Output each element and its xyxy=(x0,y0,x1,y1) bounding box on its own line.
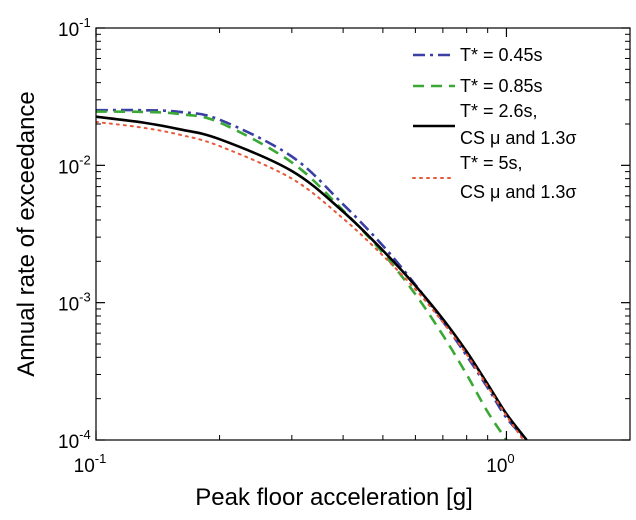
x-tick-label-2: 100 xyxy=(486,451,514,477)
y-tick-label-2: 10-2 xyxy=(58,152,91,178)
legend-label-1-line-1: T* = 0.45s xyxy=(460,45,543,65)
series-line-3 xyxy=(96,115,528,440)
series-layer xyxy=(96,108,528,440)
ticks-layer: 10-110-210-310-410-1 100 xyxy=(58,15,631,477)
legend-label-2-line-1: T* = 0.85s xyxy=(460,76,543,96)
y-tick-label-1: 10-1 xyxy=(58,15,91,41)
x-tick-label-1: 10-1 xyxy=(74,451,107,477)
legend-label-3-line-2: CS μ and 1.3σ xyxy=(460,128,577,148)
x-axis-title: Peak floor acceleration [g] xyxy=(195,484,473,511)
legend-label-3-line-1: T* = 2.6s, xyxy=(460,101,538,121)
y-tick-label-3: 10-3 xyxy=(58,290,91,316)
legend-label-4-line-1: T* = 5s, xyxy=(460,153,523,173)
y-axis-title: Annual rate of exceedance xyxy=(13,91,40,377)
series-line-2 xyxy=(96,110,508,440)
legend-label-4-line-2: CS μ and 1.3σ xyxy=(460,182,577,202)
plot-area-frame xyxy=(95,27,631,441)
legend: T* = 0.45s T* = 0.85s T* = 2.6s, CS μ and 1… xyxy=(412,45,577,202)
series-line-4 xyxy=(96,120,525,440)
y-tick-label-4: 10-4 xyxy=(58,427,91,453)
series-line-1 xyxy=(96,108,528,440)
